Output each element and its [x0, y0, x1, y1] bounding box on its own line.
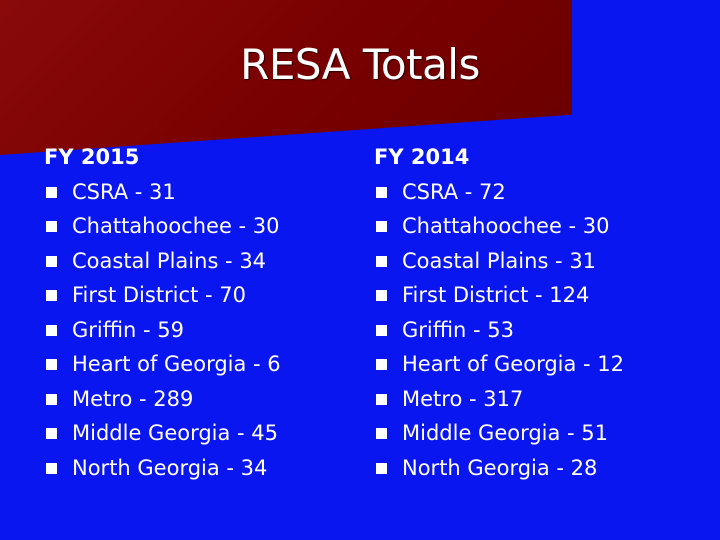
list-item-text: Griffin - 59	[72, 317, 185, 342]
list-item: Chattahoochee - 30	[374, 209, 624, 244]
list-item: First District - 70	[44, 278, 281, 313]
list-item-text: North Georgia - 34	[72, 455, 268, 480]
slide-title-text: RESA Totals	[240, 40, 480, 89]
square-bullet-icon	[376, 393, 387, 405]
square-bullet-icon	[376, 255, 387, 267]
square-bullet-icon	[46, 290, 57, 301]
list-item-text: Heart of Georgia - 12	[402, 352, 625, 376]
square-bullet-icon	[376, 324, 387, 336]
square-bullet-icon	[46, 324, 57, 336]
item-list: CSRA - 31 Chattahoochee - 30 Coastal Pla…	[44, 175, 281, 486]
square-bullet-icon	[46, 186, 57, 198]
column-fy2014: FY 2014 CSRA - 72 Chattahoochee - 30 Coa…	[374, 140, 624, 485]
list-item-text: Coastal Plains - 31	[402, 248, 597, 273]
list-item: North Georgia - 28	[374, 451, 624, 486]
list-item: Metro - 289	[44, 382, 281, 417]
list-item-text: Heart of Georgia - 6	[72, 352, 281, 376]
square-bullet-icon	[376, 428, 387, 439]
square-bullet-icon	[376, 462, 387, 474]
list-item: Griffin - 59	[44, 313, 281, 348]
list-item: Heart of Georgia - 12	[374, 347, 624, 382]
list-item: Heart of Georgia - 6	[44, 347, 281, 382]
list-item-text: Chattahoochee - 30	[72, 214, 280, 238]
list-item-text: Metro - 289	[72, 386, 194, 411]
square-bullet-icon	[376, 359, 387, 370]
list-item: Griffin - 53	[374, 313, 624, 348]
square-bullet-icon	[46, 428, 57, 439]
list-item-text: Coastal Plains - 34	[72, 248, 267, 273]
list-item-text: North Georgia - 28	[402, 455, 598, 480]
list-item: Middle Georgia - 45	[44, 416, 281, 451]
list-item-text: Chattahoochee - 30	[402, 214, 610, 238]
list-item-text: CSRA - 72	[402, 179, 506, 204]
list-item-text: Middle Georgia - 51	[402, 421, 609, 445]
list-item-text: First District - 70	[72, 283, 246, 307]
list-item: Coastal Plains - 34	[44, 244, 281, 279]
list-item-text: Metro - 317	[402, 386, 524, 411]
list-item-text: Griffin - 53	[402, 317, 515, 342]
list-item: Coastal Plains - 31	[374, 244, 624, 279]
item-list: CSRA - 72 Chattahoochee - 30 Coastal Pla…	[374, 175, 624, 486]
list-item: Metro - 317	[374, 382, 624, 417]
list-item-text: Middle Georgia - 45	[72, 421, 279, 445]
square-bullet-icon	[46, 221, 57, 232]
list-item: Middle Georgia - 51	[374, 416, 624, 451]
list-item: CSRA - 72	[374, 175, 624, 210]
square-bullet-icon	[46, 255, 57, 267]
square-bullet-icon	[376, 221, 387, 232]
list-item: Chattahoochee - 30	[44, 209, 281, 244]
list-item: First District - 124	[374, 278, 624, 313]
column-heading: FY 2015	[44, 145, 140, 169]
square-bullet-icon	[46, 462, 57, 474]
column-heading: FY 2014	[374, 145, 470, 169]
column-fy2015: FY 2015 CSRA - 31 Chattahoochee - 30 Coa…	[44, 140, 281, 485]
list-item: North Georgia - 34	[44, 451, 281, 486]
list-item-text: CSRA - 31	[72, 179, 176, 204]
square-bullet-icon	[46, 359, 57, 370]
square-bullet-icon	[376, 186, 387, 198]
square-bullet-icon	[46, 393, 57, 405]
list-item: CSRA - 31	[44, 175, 281, 210]
square-bullet-icon	[376, 290, 387, 301]
slide-title: RESA Totals	[0, 40, 720, 89]
list-item-text: First District - 124	[402, 283, 590, 307]
